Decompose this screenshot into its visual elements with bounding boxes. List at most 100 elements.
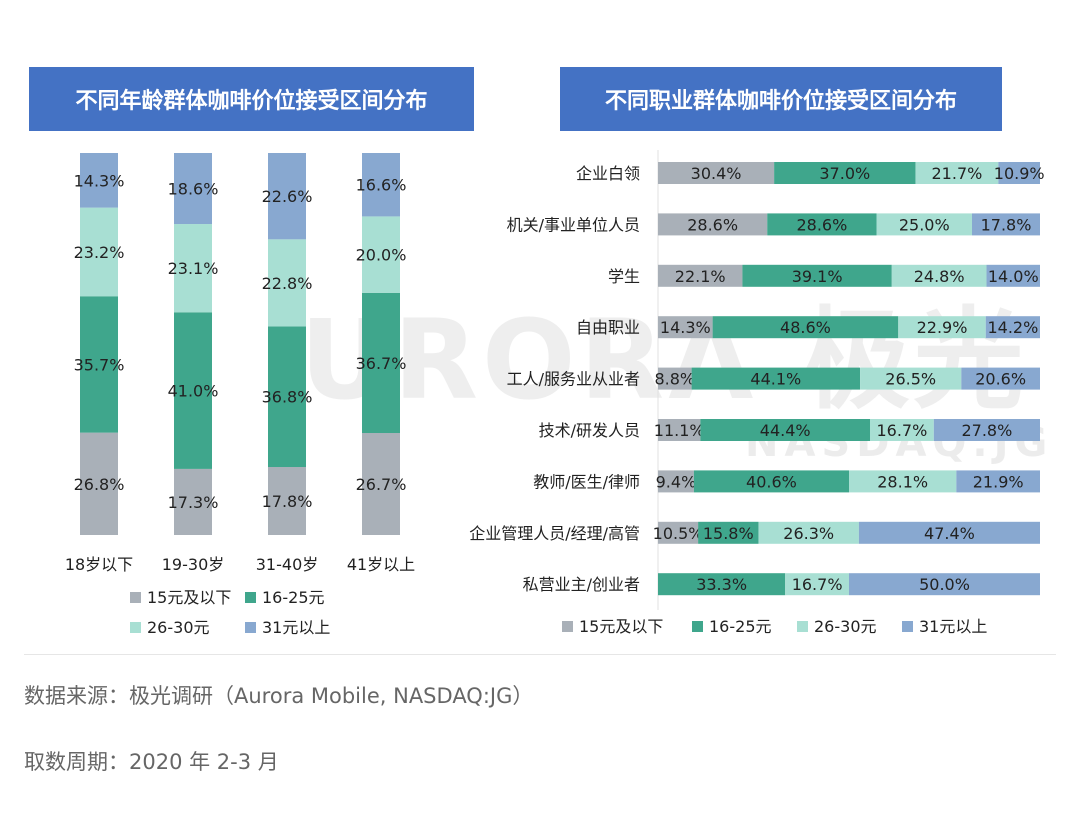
bar-segment bbox=[693, 470, 849, 493]
bar-segment bbox=[961, 367, 1040, 390]
category-label: 企业管理人员/经理/高管 bbox=[469, 524, 640, 543]
category-label: 私营业主/创业者 bbox=[523, 575, 640, 594]
bar-segment bbox=[658, 367, 692, 390]
data-label: 14.0% bbox=[988, 267, 1039, 286]
category-label: 教师/医生/律师 bbox=[533, 472, 640, 491]
bar-segment bbox=[742, 264, 892, 287]
data-label: 22.6% bbox=[262, 187, 313, 206]
legend-label: 26-30元 bbox=[814, 617, 877, 636]
bar-segment bbox=[849, 470, 957, 493]
bar-segment bbox=[362, 216, 400, 293]
data-label: 26.8% bbox=[74, 475, 125, 494]
bar-segment bbox=[362, 292, 400, 434]
bar-segment bbox=[658, 162, 775, 184]
legend-swatch bbox=[562, 621, 573, 632]
bar-segment bbox=[700, 419, 871, 441]
data-label: 25.0% bbox=[899, 215, 950, 234]
bar-segment bbox=[658, 521, 699, 544]
legend-swatch bbox=[902, 621, 913, 632]
legend-label: 31元以上 bbox=[262, 618, 330, 637]
legend-label: 31元以上 bbox=[919, 617, 987, 636]
category-label: 31-40岁 bbox=[256, 555, 319, 574]
data-label: 22.1% bbox=[675, 267, 726, 286]
legend-swatch bbox=[692, 621, 703, 632]
data-label: 17.8% bbox=[981, 215, 1032, 234]
bar-segment bbox=[174, 468, 212, 535]
data-label: 23.2% bbox=[74, 243, 125, 262]
data-label: 37.0% bbox=[819, 164, 870, 183]
bar-segment bbox=[785, 573, 849, 596]
data-label: 50.0% bbox=[919, 575, 970, 594]
bar-segment bbox=[876, 213, 973, 236]
data-label: 16.7% bbox=[876, 421, 927, 440]
data-label: 26.3% bbox=[783, 524, 834, 543]
legend-label: 16-25元 bbox=[709, 617, 772, 636]
bar-segment bbox=[268, 467, 306, 535]
data-label: 48.6% bbox=[780, 318, 831, 337]
occupation-chart-title: 不同职业群体咖啡价位接受区间分布 bbox=[560, 67, 1002, 131]
category-label: 技术/研发人员 bbox=[539, 421, 640, 440]
bar-segment bbox=[933, 419, 1040, 441]
bar-segment bbox=[658, 213, 768, 236]
data-label: 44.1% bbox=[750, 370, 801, 389]
data-label: 47.4% bbox=[924, 524, 975, 543]
bar-segment bbox=[758, 521, 859, 544]
data-label: 22.9% bbox=[917, 318, 968, 337]
legend-swatch bbox=[245, 592, 256, 603]
bar-segment bbox=[80, 296, 118, 433]
bar-segment bbox=[915, 162, 999, 184]
legend-label: 26-30元 bbox=[147, 618, 210, 637]
bar-segment bbox=[658, 419, 701, 441]
data-label: 16.6% bbox=[356, 176, 407, 195]
data-label: 40.6% bbox=[746, 472, 797, 491]
data-label: 10.5% bbox=[653, 524, 704, 543]
bar-segment bbox=[658, 316, 713, 339]
data-label: 20.6% bbox=[975, 370, 1026, 389]
data-label: 21.9% bbox=[973, 472, 1024, 491]
data-label: 14.3% bbox=[74, 171, 125, 190]
bar-segment bbox=[712, 316, 899, 339]
bar-segment bbox=[849, 573, 1040, 596]
bar-segment bbox=[658, 264, 743, 287]
legend-swatch bbox=[130, 622, 141, 633]
bar-segment bbox=[891, 264, 987, 287]
bar-segment bbox=[174, 312, 212, 469]
data-label: 8.8% bbox=[654, 370, 695, 389]
period-text: 取数周期：2020 年 2-3 月 bbox=[24, 750, 279, 774]
category-label: 自由职业 bbox=[576, 318, 640, 337]
bar-segment bbox=[268, 153, 306, 240]
bar-segment bbox=[767, 213, 877, 236]
divider bbox=[24, 654, 1056, 655]
legend-swatch bbox=[130, 592, 141, 603]
data-label: 23.1% bbox=[168, 259, 219, 278]
legend-swatch bbox=[797, 621, 808, 632]
category-label: 机关/事业单位人员 bbox=[507, 215, 640, 234]
legend-swatch bbox=[245, 622, 256, 633]
bar-segment bbox=[698, 521, 759, 544]
bar-segment bbox=[860, 367, 962, 390]
bar-segment bbox=[986, 264, 1040, 287]
bar-segment bbox=[985, 316, 1040, 339]
data-label: 36.8% bbox=[262, 388, 313, 407]
bar-segment bbox=[174, 153, 212, 225]
data-label: 17.3% bbox=[168, 493, 219, 512]
data-label: 30.4% bbox=[691, 164, 742, 183]
bar-segment bbox=[80, 207, 118, 297]
bar-segment bbox=[658, 573, 786, 596]
source-text: 数据来源：极光调研（Aurora Mobile, NASDAQ:JG） bbox=[24, 684, 534, 708]
legend-label: 15元及以下 bbox=[147, 588, 231, 607]
data-label: 21.7% bbox=[932, 164, 983, 183]
bar-segment bbox=[998, 162, 1040, 184]
bar-segment bbox=[956, 470, 1040, 493]
bar-segment bbox=[80, 153, 118, 208]
data-label: 28.6% bbox=[687, 215, 738, 234]
bar-segment bbox=[362, 153, 400, 217]
data-label: 9.4% bbox=[656, 472, 697, 491]
bar-segment bbox=[972, 213, 1040, 236]
bar-segment bbox=[362, 433, 400, 535]
data-label: 36.7% bbox=[356, 354, 407, 373]
data-label: 26.5% bbox=[885, 370, 936, 389]
data-label: 15.8% bbox=[703, 524, 754, 543]
data-label: 39.1% bbox=[792, 267, 843, 286]
bar-segment bbox=[691, 367, 861, 390]
